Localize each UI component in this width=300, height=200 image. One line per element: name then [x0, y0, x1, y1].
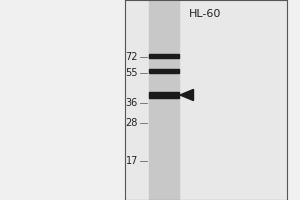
Bar — [148, 92, 178, 98]
Text: 72: 72 — [125, 52, 138, 62]
Bar — [148, 54, 178, 58]
Text: 17: 17 — [126, 156, 138, 166]
Bar — [148, 0, 178, 200]
Text: HL-60: HL-60 — [189, 9, 222, 19]
Text: 36: 36 — [126, 98, 138, 108]
Bar — [148, 69, 178, 73]
Bar — [124, 0, 286, 200]
Text: 28: 28 — [126, 118, 138, 128]
Polygon shape — [180, 89, 194, 101]
Text: 55: 55 — [125, 68, 138, 78]
